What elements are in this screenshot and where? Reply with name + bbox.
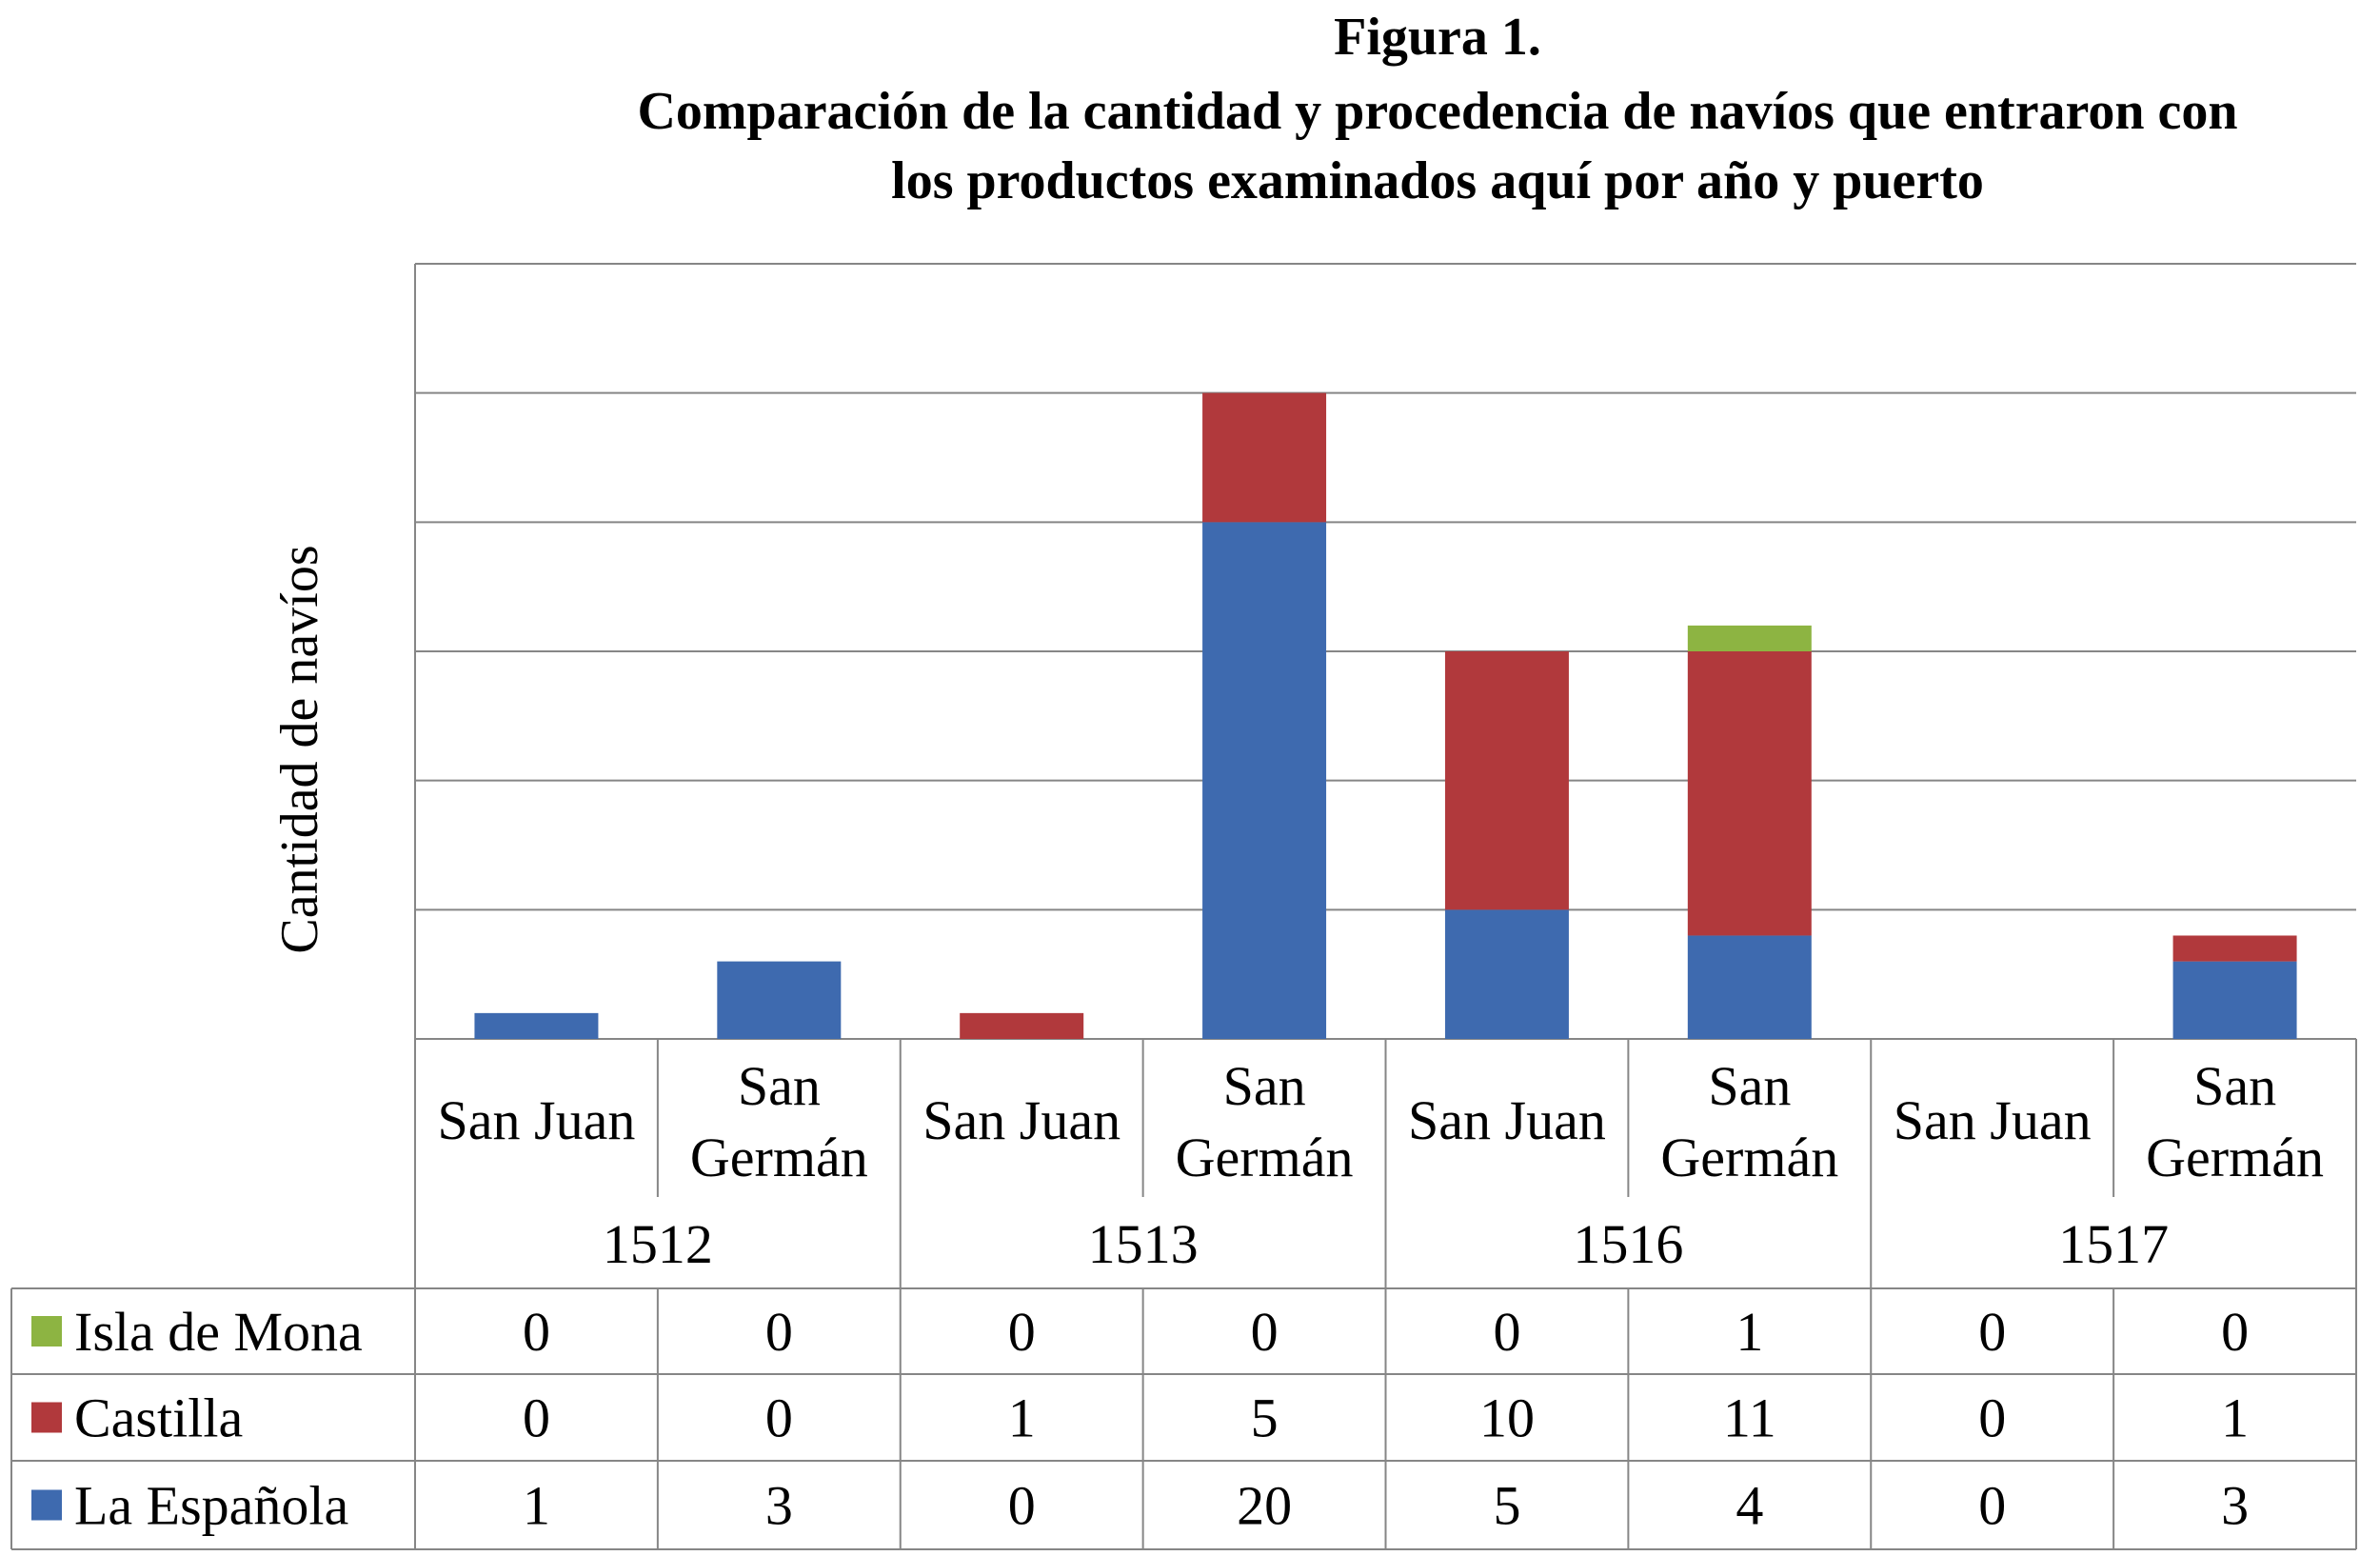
table-value-castilla-2: 0	[765, 1387, 793, 1449]
group-label-1512: 1512	[603, 1213, 713, 1275]
bar-la-española-2	[717, 961, 842, 1039]
category-label-7: San Juan	[1894, 1089, 2092, 1151]
data-table: San Juan San Germán San Juan San Germán San Ju…	[10, 1039, 2357, 1550]
table-value-isla-de-mona-4: 0	[1251, 1301, 1279, 1363]
group-label-1517: 1517	[2058, 1213, 2169, 1275]
legend-key-la-española	[31, 1489, 62, 1521]
bar-castilla-3	[960, 1012, 1084, 1039]
category-label-1: San Juan	[438, 1089, 636, 1151]
bar-la-española-8	[2172, 961, 2297, 1039]
bar-la-española-1	[474, 1012, 599, 1039]
chart-subtitle-line-1: Comparación de la cantidad y procedencia…	[637, 82, 2237, 141]
bar-la-española-4	[1202, 522, 1327, 1039]
table-value-la-española-4: 20	[1237, 1475, 1292, 1537]
category-label-8-line-2: Germán	[2146, 1127, 2324, 1188]
bar-la-española-5	[1444, 909, 1569, 1039]
bar-castilla-4	[1202, 392, 1327, 523]
category-label-3: San Juan	[922, 1089, 1121, 1151]
table-value-la-española-6: 4	[1735, 1475, 1763, 1537]
table-value-isla-de-mona-3: 0	[1008, 1301, 1036, 1363]
chart-title: Figura 1.	[1334, 8, 1541, 67]
table-value-la-española-1: 1	[523, 1475, 550, 1537]
table-value-castilla-4: 5	[1251, 1387, 1279, 1449]
category-label-4-line-2: Germán	[1176, 1127, 1354, 1188]
bar-castilla-8	[2172, 935, 2297, 962]
y-axis-label: Cantidad de navíos	[270, 545, 329, 953]
bar-castilla-5	[1444, 651, 1569, 910]
table-value-la-española-2: 3	[765, 1475, 793, 1537]
legend-key-isla-de-mona	[31, 1316, 62, 1347]
table-value-castilla-6: 11	[1723, 1387, 1776, 1449]
group-label-1513: 1513	[1088, 1213, 1199, 1275]
table-value-isla-de-mona-8: 0	[2221, 1301, 2249, 1363]
category-label-8-line-1: San	[2193, 1055, 2276, 1117]
table-value-la-española-8: 3	[2221, 1475, 2249, 1537]
category-label-4-line-1: San	[1223, 1055, 1306, 1117]
category-label-5: San Juan	[1408, 1089, 1606, 1151]
legend-key-castilla	[31, 1402, 62, 1433]
category-label-2-line-1: San	[738, 1055, 821, 1117]
table-value-la-española-3: 0	[1008, 1475, 1036, 1537]
table-value-isla-de-mona-7: 0	[1978, 1301, 2006, 1363]
plot-area	[414, 263, 2356, 1040]
bar-isla-de-mona-6	[1687, 625, 1812, 651]
table-value-castilla-5: 10	[1479, 1387, 1535, 1449]
table-value-castilla-1: 0	[523, 1387, 550, 1449]
table-value-la-española-7: 0	[1978, 1475, 2006, 1537]
table-value-isla-de-mona-1: 0	[523, 1301, 550, 1363]
table-value-isla-de-mona-2: 0	[765, 1301, 793, 1363]
table-value-castilla-7: 0	[1978, 1387, 2006, 1449]
bar-la-española-6	[1687, 935, 1812, 1039]
category-label-6-line-1: San	[1708, 1055, 1791, 1117]
chart-subtitle-line-2: los productos examinados aquí por año y …	[891, 151, 1984, 210]
table-value-la-española-5: 5	[1493, 1475, 1520, 1537]
category-label-2-line-2: Germán	[690, 1127, 868, 1188]
legend-label-isla-de-mona: Isla de Mona	[74, 1301, 363, 1363]
table-value-castilla-8: 1	[2221, 1387, 2249, 1449]
bar-castilla-6	[1687, 651, 1812, 936]
table-value-castilla-3: 1	[1008, 1387, 1036, 1449]
table-value-isla-de-mona-6: 1	[1735, 1301, 1763, 1363]
group-label-1516: 1516	[1573, 1213, 1683, 1275]
legend-label-la-española: La Española	[74, 1475, 348, 1537]
legend-label-castilla: Castilla	[74, 1387, 243, 1449]
category-label-6-line-2: Germán	[1660, 1127, 1838, 1188]
table-value-isla-de-mona-5: 0	[1493, 1301, 1520, 1363]
